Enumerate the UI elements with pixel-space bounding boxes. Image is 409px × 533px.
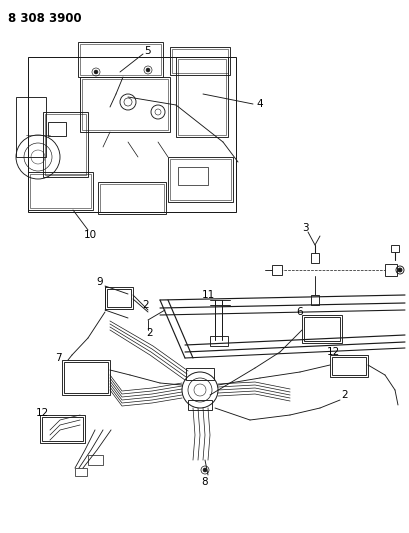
- Text: 4: 4: [256, 99, 263, 109]
- Bar: [40, 415, 85, 443]
- Bar: [188, 400, 211, 410]
- Bar: [175, 57, 227, 137]
- Bar: [80, 77, 170, 132]
- Text: 7: 7: [54, 353, 61, 363]
- Bar: [168, 157, 232, 202]
- Bar: [62, 360, 110, 395]
- Bar: [303, 317, 339, 341]
- Bar: [384, 264, 396, 276]
- Bar: [390, 245, 398, 252]
- Text: 3: 3: [301, 223, 308, 233]
- Bar: [178, 59, 225, 135]
- Bar: [30, 174, 91, 208]
- Text: 2: 2: [146, 328, 153, 338]
- Bar: [28, 172, 93, 210]
- Bar: [98, 182, 166, 214]
- Bar: [209, 336, 227, 346]
- Bar: [16, 97, 46, 157]
- Bar: [88, 455, 103, 465]
- Bar: [100, 184, 164, 212]
- Text: 10: 10: [83, 230, 97, 240]
- Bar: [178, 167, 207, 185]
- Bar: [28, 57, 236, 212]
- Bar: [105, 287, 133, 309]
- Bar: [45, 114, 86, 175]
- Bar: [64, 362, 108, 393]
- Circle shape: [397, 268, 401, 272]
- Bar: [310, 253, 318, 263]
- Bar: [75, 468, 87, 476]
- Text: 11: 11: [201, 290, 214, 300]
- Bar: [310, 295, 318, 305]
- Bar: [48, 122, 66, 136]
- Bar: [331, 357, 365, 375]
- Bar: [170, 47, 229, 75]
- Text: 5: 5: [144, 46, 151, 56]
- Bar: [329, 355, 367, 377]
- Text: 9: 9: [97, 277, 103, 287]
- Bar: [42, 417, 83, 441]
- Text: 2: 2: [142, 300, 149, 310]
- Bar: [80, 44, 161, 75]
- Bar: [186, 368, 213, 380]
- Text: 12: 12: [35, 408, 49, 418]
- Text: 6: 6: [296, 307, 303, 317]
- Circle shape: [146, 68, 150, 72]
- Bar: [172, 49, 227, 73]
- Text: 8: 8: [201, 477, 208, 487]
- Bar: [271, 265, 281, 275]
- Bar: [82, 79, 168, 130]
- Bar: [301, 315, 341, 343]
- Bar: [78, 42, 163, 77]
- Bar: [170, 159, 230, 200]
- Text: 12: 12: [326, 347, 339, 357]
- Text: 8 308 3900: 8 308 3900: [8, 12, 81, 25]
- Circle shape: [202, 468, 207, 472]
- Text: 2: 2: [341, 390, 348, 400]
- Circle shape: [94, 70, 98, 74]
- Bar: [43, 112, 88, 177]
- Bar: [107, 289, 131, 307]
